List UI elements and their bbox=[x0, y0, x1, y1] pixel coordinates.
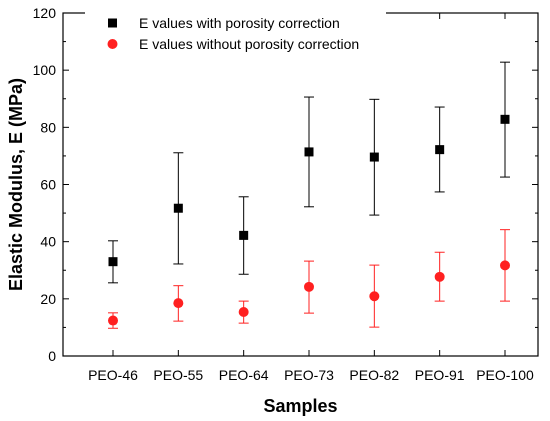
data-point-square bbox=[304, 147, 314, 157]
data-point-square bbox=[108, 257, 118, 267]
x-tick-label: PEO-73 bbox=[284, 367, 334, 383]
legend-marker-square bbox=[108, 18, 117, 28]
y-tick-label: 120 bbox=[33, 5, 57, 21]
legend-label: E values with porosity correction bbox=[139, 15, 340, 31]
legend-box bbox=[85, 12, 386, 56]
data-point-circle bbox=[173, 298, 184, 309]
data-point-square bbox=[435, 145, 445, 155]
y-tick-label: 60 bbox=[40, 177, 56, 193]
y-axis-title: Elastic Modulus, E (MPa) bbox=[6, 78, 26, 291]
data-point-circle bbox=[304, 281, 314, 292]
y-tick-label: 20 bbox=[40, 291, 56, 307]
data-point-circle bbox=[238, 306, 249, 317]
data-point-square bbox=[173, 203, 183, 213]
plot-area: 0 20 40 60 80 100 120 PEO-46 PEO-55 PEO-64 PEO-73 P… bbox=[6, 5, 539, 416]
data-point-square bbox=[369, 152, 379, 162]
y-tick-label: 40 bbox=[40, 234, 56, 250]
x-tick-label: PEO-82 bbox=[349, 367, 399, 383]
x-axis-title: Samples bbox=[263, 396, 337, 416]
legend-label: E values without porosity correction bbox=[139, 36, 359, 52]
data-point-circle bbox=[108, 315, 118, 326]
y-tick-label: 100 bbox=[33, 62, 57, 78]
legend-marker-circle bbox=[107, 39, 118, 49]
x-tick-label: PEO-100 bbox=[476, 367, 534, 383]
y-tick-label: 80 bbox=[40, 119, 56, 135]
x-tick-label: PEO-91 bbox=[415, 367, 465, 383]
data-point-circle bbox=[500, 260, 510, 271]
x-tick-label: PEO-46 bbox=[88, 367, 138, 383]
data-point-square bbox=[500, 114, 510, 124]
data-point-circle bbox=[369, 291, 380, 302]
plot-frame bbox=[62, 12, 539, 357]
x-tick-label: PEO-64 bbox=[219, 367, 269, 383]
data-point-square bbox=[239, 230, 249, 240]
data-point-circle bbox=[434, 271, 445, 282]
x-tick-label: PEO-55 bbox=[153, 367, 203, 383]
y-tick-label: 0 bbox=[48, 348, 56, 364]
